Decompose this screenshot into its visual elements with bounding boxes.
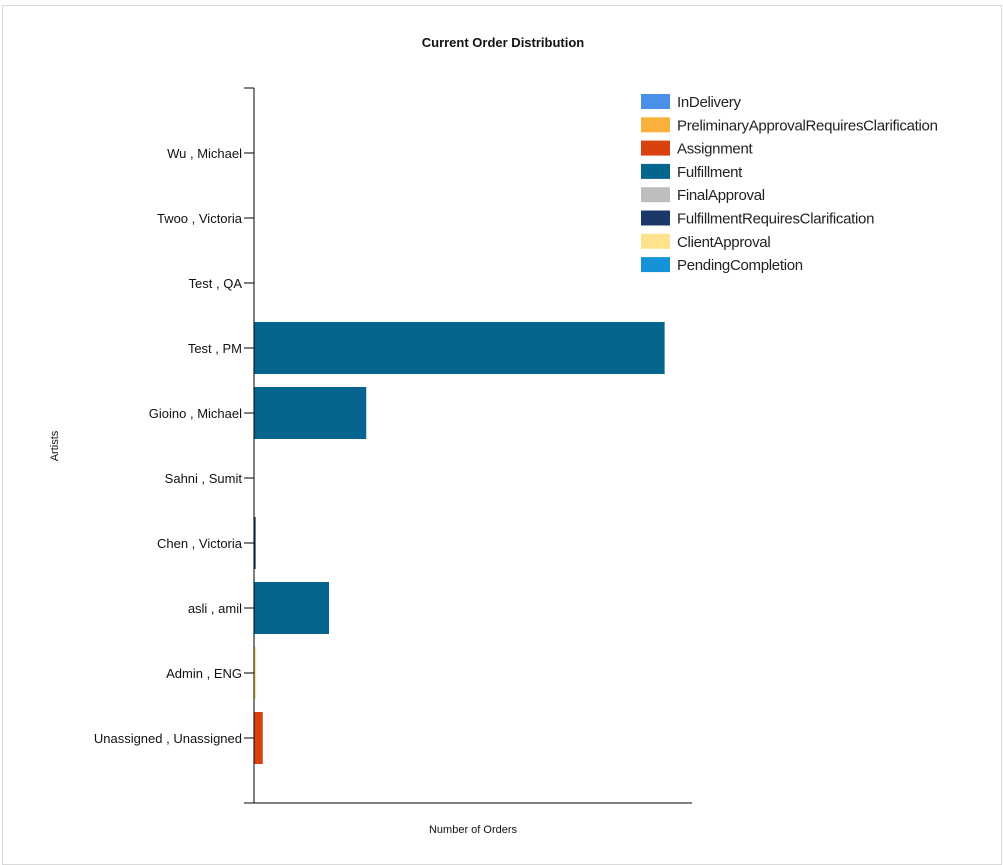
bar-test-pm-fulfillment[interactable]: [254, 322, 665, 374]
legend-label-assignment: Assignment: [677, 141, 754, 158]
legend: InDelivery PreliminaryApprovalRequiresCla…: [641, 94, 938, 274]
y-tick-label-asli-amil: asli , amil: [188, 601, 242, 616]
legend-swatch-fulfillment: [641, 163, 670, 179]
legend-swatch-preliminaryapprovalrequiresclarification: [641, 117, 670, 133]
y-tick-label-test-pm: Test , PM: [188, 341, 242, 356]
y-tick-label-wu-michael: Wu , Michael: [167, 146, 242, 161]
bar-asli-amil-fulfillment[interactable]: [254, 582, 330, 634]
legend-swatch-indelivery: [641, 94, 670, 109]
y-tick-label-test-qa: Test , QA: [189, 276, 243, 291]
legend-label-preliminaryapprovalrequiresclarification: PreliminaryApprovalRequiresClarification: [677, 117, 938, 134]
bar-unassigned-unassigned-assignment[interactable]: [254, 712, 263, 764]
y-tick-label-unassigned-unassigned: Unassigned , Unassigned: [94, 731, 242, 746]
legend-swatch-clientapproval: [641, 233, 670, 249]
legend-swatch-finalapproval: [641, 187, 670, 203]
legend-label-pendingcompletion: PendingCompletion: [677, 257, 803, 274]
y-tick-label-gioino-michael: Gioino , Michael: [149, 406, 242, 421]
bar-gioino-michael-fulfillment[interactable]: [254, 387, 367, 439]
legend-label-fulfillmentrequiresclarification: FulfillmentRequiresClarification: [677, 211, 874, 228]
legend-swatch-assignment: [641, 140, 670, 156]
y-axis-label: Artists: [49, 430, 61, 461]
chart-title: Current Order Distribution: [422, 35, 585, 50]
bars-group: [254, 322, 665, 764]
y-tick-label-sahni-sumit: Sahni , Sumit: [165, 471, 243, 486]
y-tick-label-chen-victoria: Chen , Victoria: [157, 536, 243, 551]
bar-chen-victoria-fulfillmentrequiresclarification[interactable]: [254, 517, 256, 569]
legend-label-fulfillment: Fulfillment: [677, 164, 743, 181]
x-axis-label: Number of Orders: [429, 824, 518, 836]
chart-frame: [2, 5, 1002, 865]
legend-swatch-pendingcompletion: [641, 257, 670, 273]
legend-label-clientapproval: ClientApproval: [677, 234, 770, 251]
legend-label-indelivery: InDelivery: [677, 94, 741, 111]
legend-label-finalapproval: FinalApproval: [677, 187, 765, 204]
bar-admin-eng-clientapproval[interactable]: [254, 647, 257, 699]
y-tick-label-twoo-victoria: Twoo , Victoria: [157, 211, 243, 226]
legend-swatch-fulfillmentrequiresclarification: [641, 210, 670, 226]
y-tick-label-admin-eng: Admin , ENG: [166, 666, 242, 681]
y-tick-group: Wu , Michael Twoo , Victoria Test , QA Test…: [94, 146, 254, 746]
